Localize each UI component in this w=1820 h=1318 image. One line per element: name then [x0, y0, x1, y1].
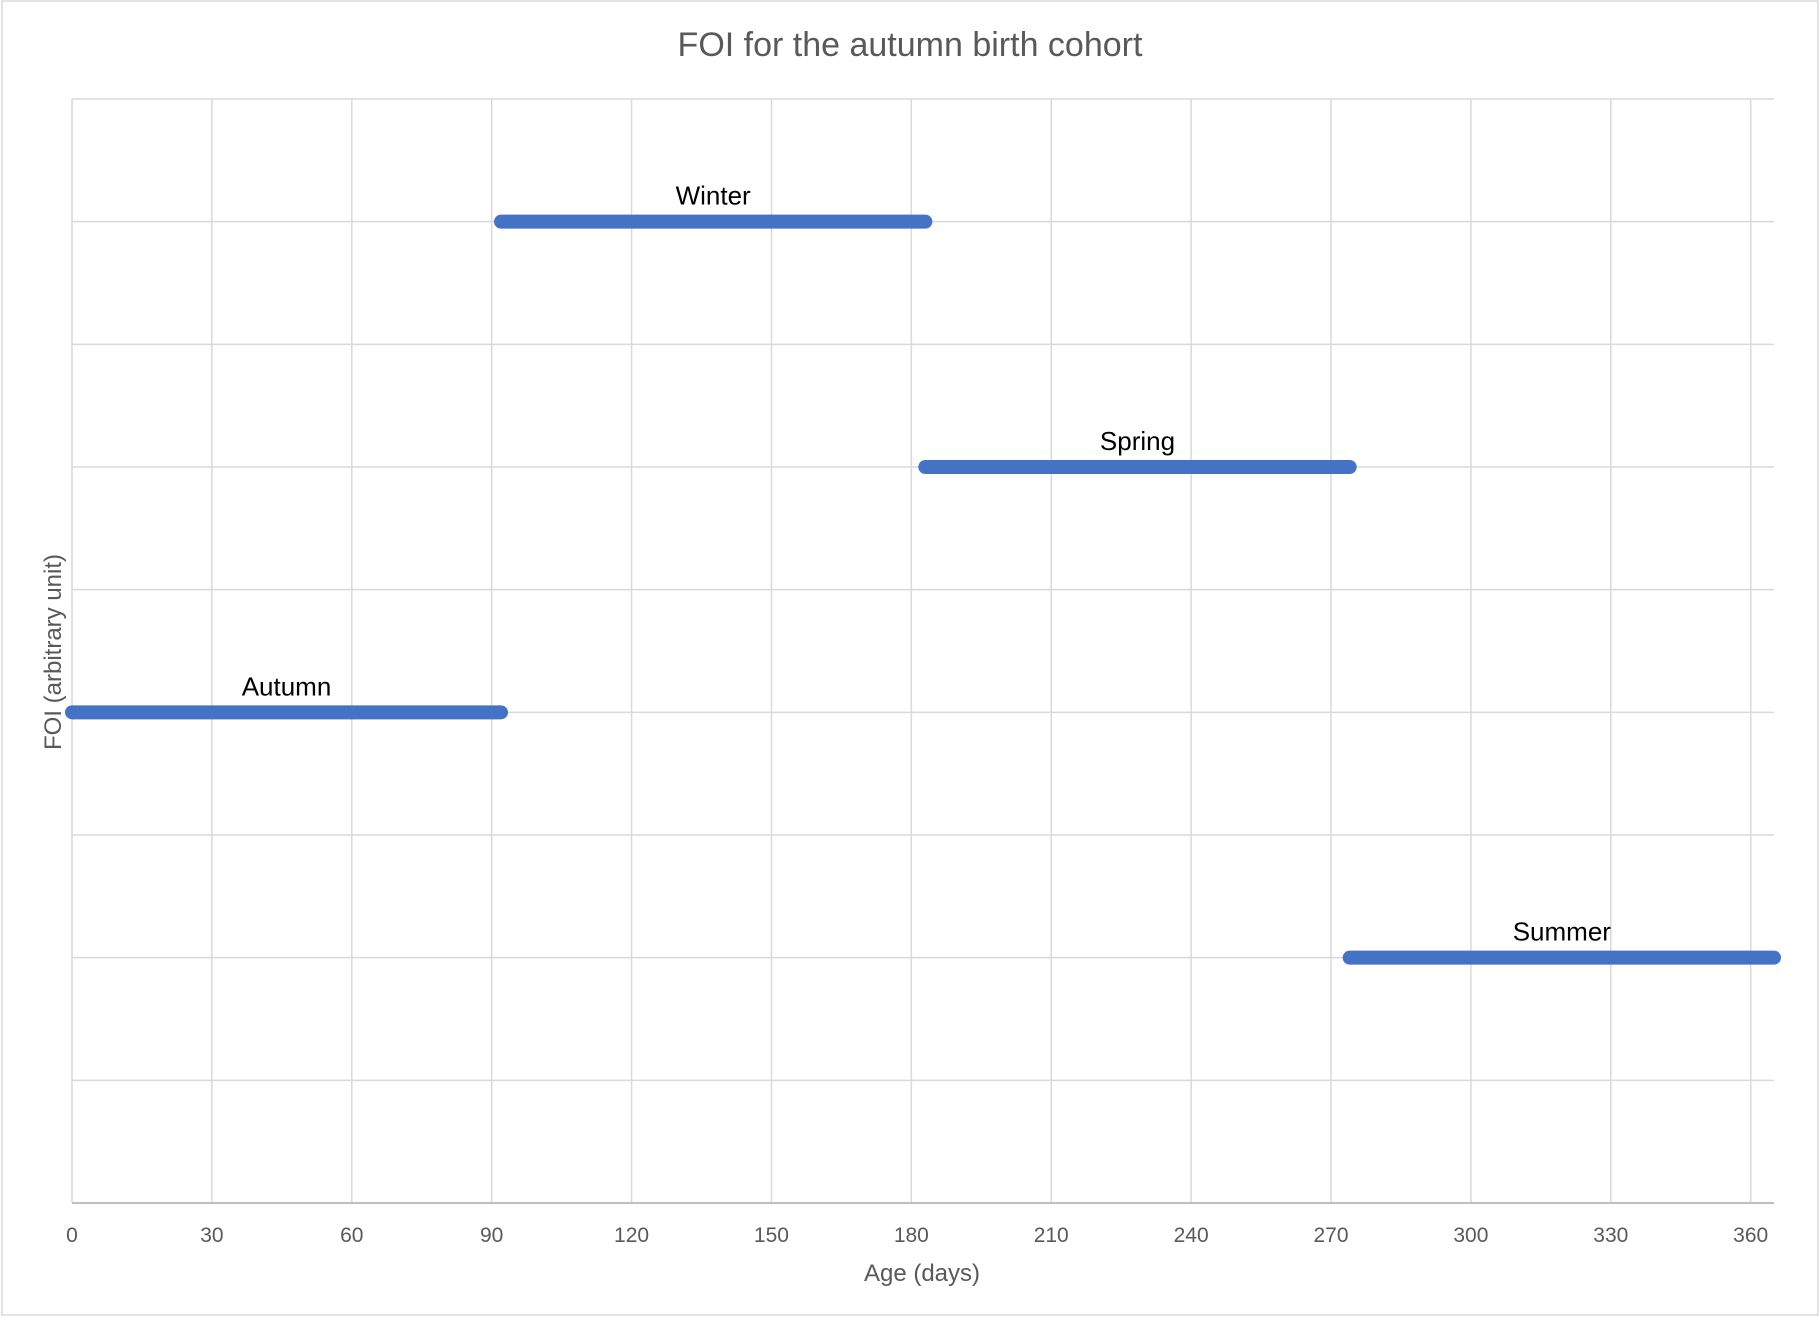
x-tick-label: 210 — [1034, 1224, 1069, 1247]
x-tick-label: 240 — [1174, 1224, 1209, 1247]
x-axis-title: Age (days) — [864, 1260, 980, 1287]
segment-label-summer: Summer — [1513, 917, 1612, 947]
x-tick-label: 270 — [1313, 1224, 1348, 1247]
segment-label-winter: Winter — [676, 181, 751, 211]
gridlines — [71, 98, 1774, 1203]
x-tick-label: 120 — [614, 1224, 649, 1247]
segment-label-spring: Spring — [1100, 426, 1175, 456]
labels: Autumn Winter Spring Summer — [242, 181, 1612, 947]
chart-title: FOI for the autumn birth cohort — [678, 26, 1143, 64]
y-axis-title: FOI (arbitrary unit) — [40, 554, 67, 750]
x-tick-label: 90 — [480, 1224, 503, 1247]
x-tick-label: 30 — [200, 1224, 223, 1247]
x-tick-label: 180 — [894, 1224, 929, 1247]
x-tick-label: 60 — [340, 1224, 363, 1247]
data-series — [65, 214, 1781, 965]
x-tick-label: 300 — [1453, 1224, 1488, 1247]
x-tick-label: 0 — [66, 1224, 78, 1247]
axes: 0 30 60 90 120 150 180 210 240 270 300 330 360 — [66, 1202, 1774, 1247]
x-tick-label: 360 — [1733, 1224, 1768, 1247]
x-tick-label: 150 — [754, 1224, 789, 1247]
segment-label-autumn: Autumn — [242, 671, 332, 701]
x-tick-label: 330 — [1593, 1224, 1628, 1247]
